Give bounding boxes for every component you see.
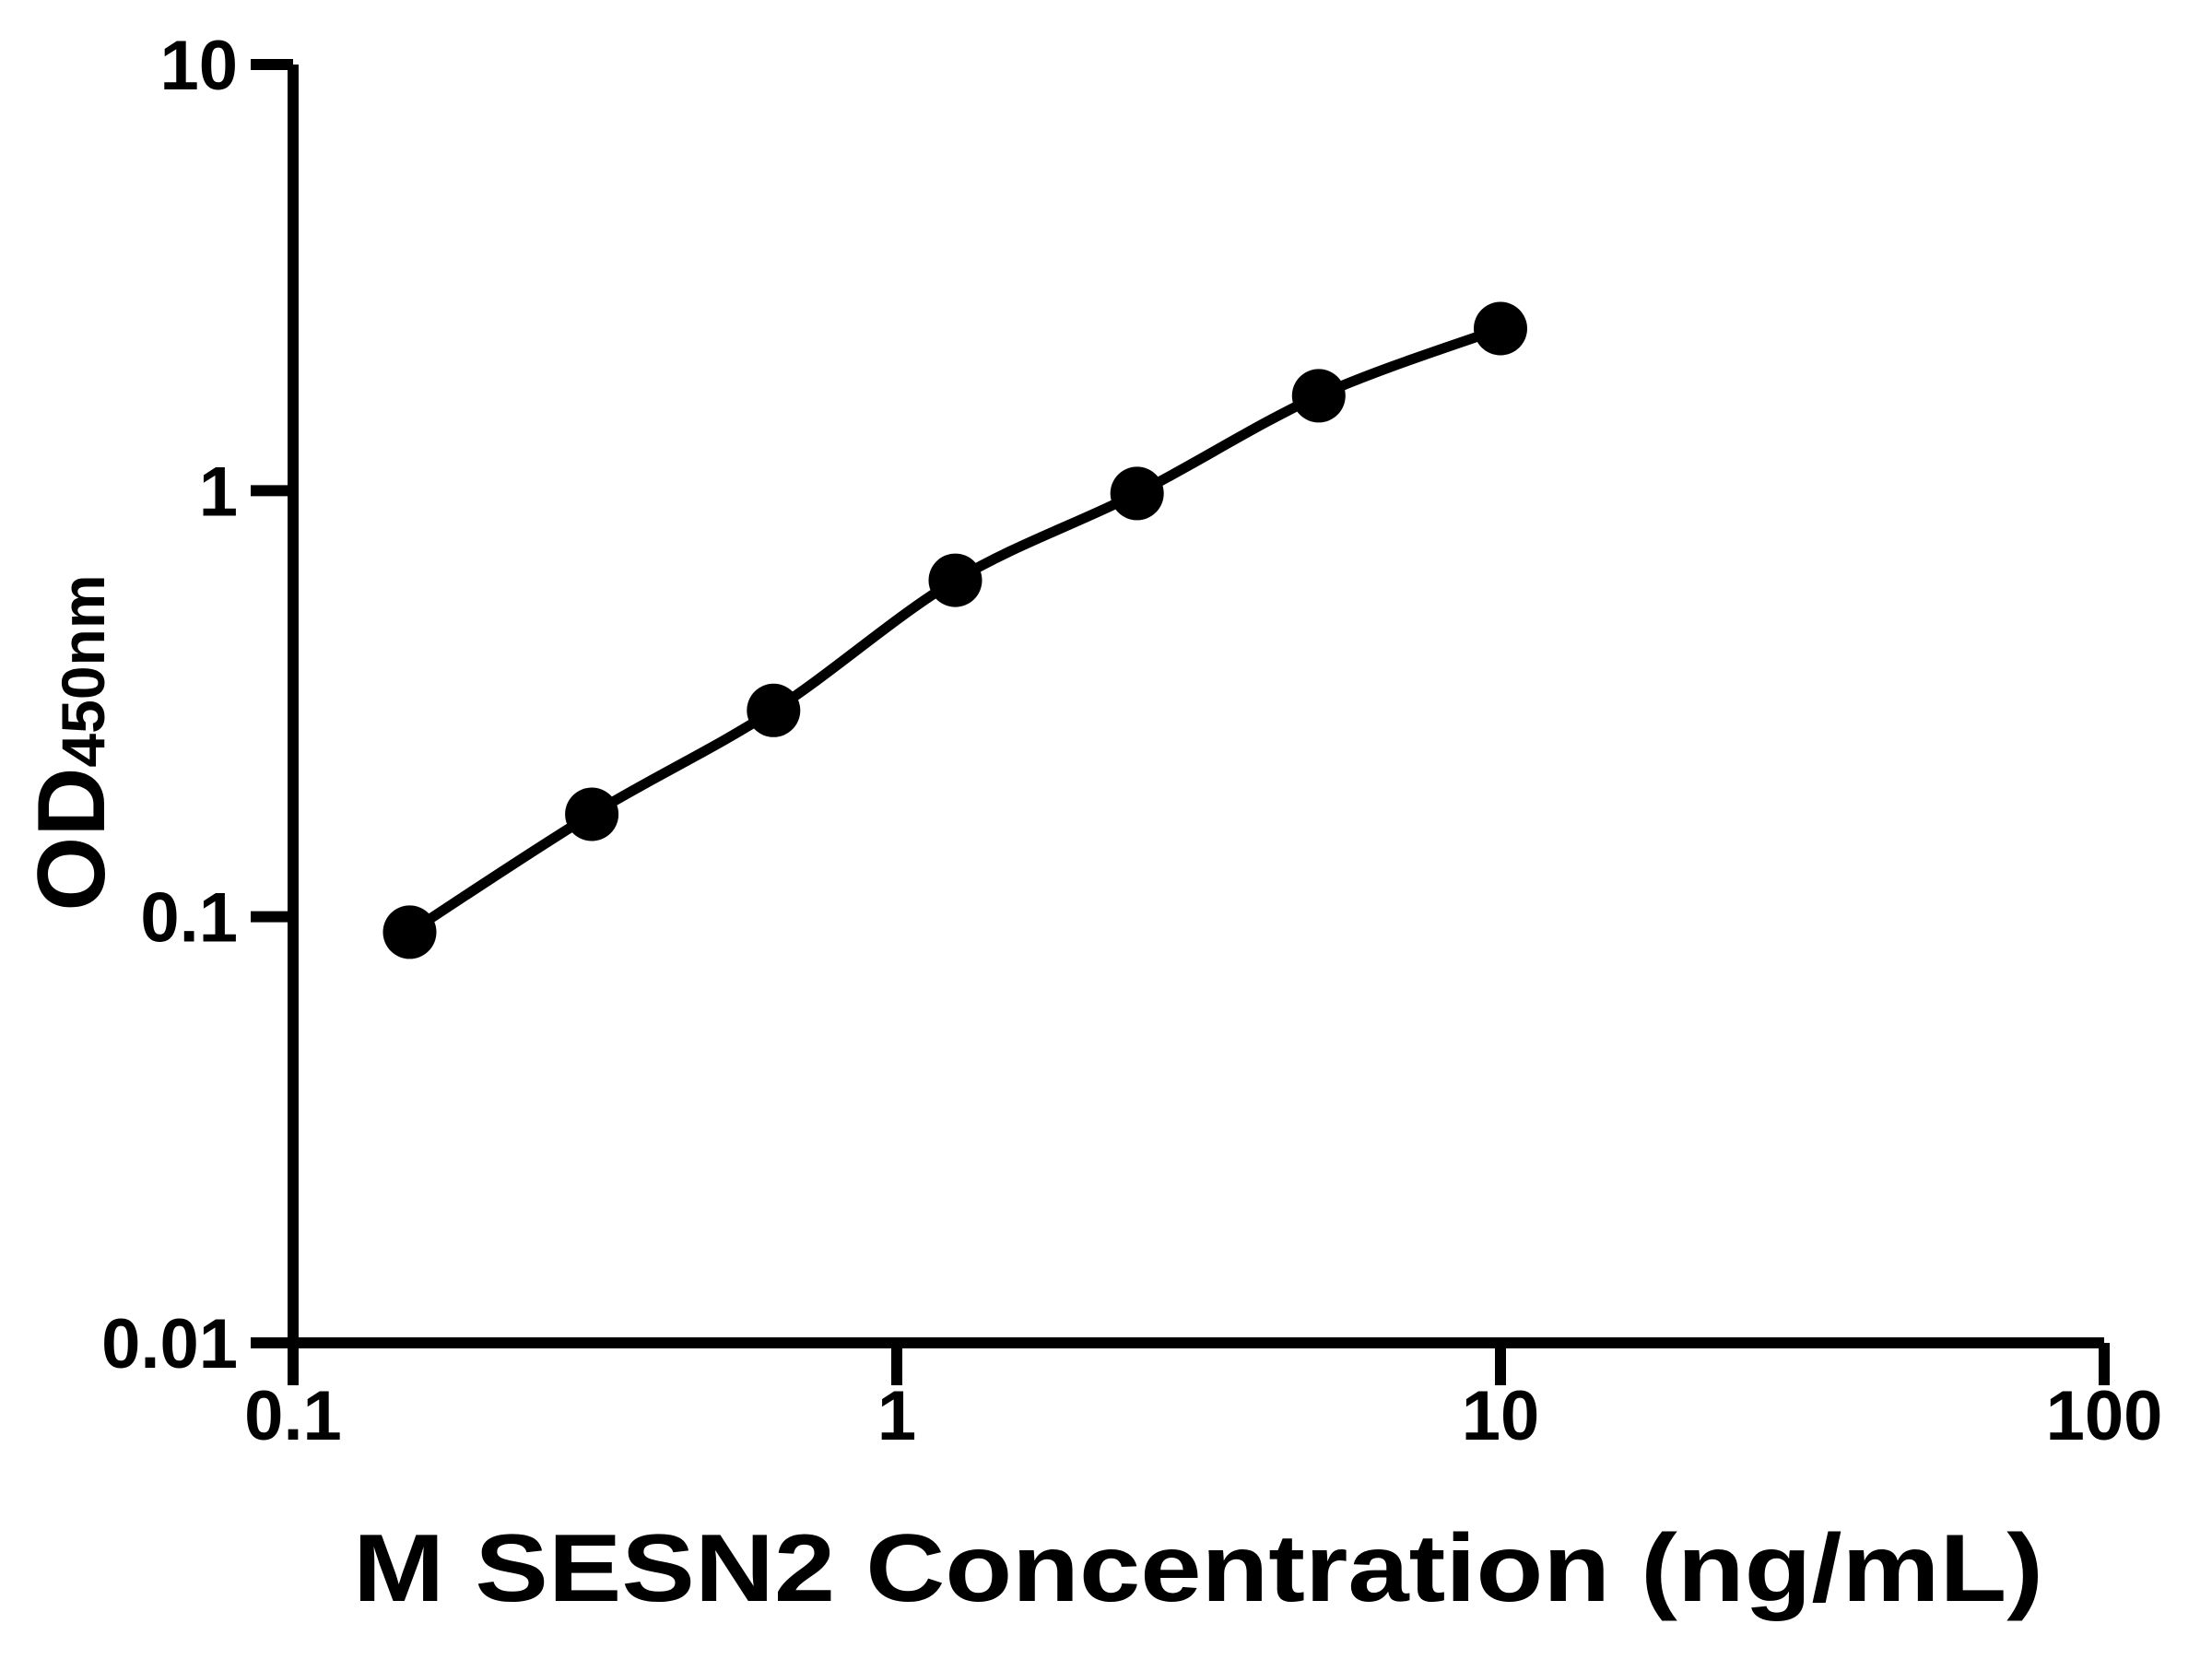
data-point-marker xyxy=(1474,301,1527,356)
y-tick-label: 0.01 xyxy=(101,1305,238,1383)
x-tick-label: 1 xyxy=(877,1377,916,1455)
y-tick-label: 1 xyxy=(199,453,238,531)
x-tick-label: 100 xyxy=(2046,1377,2163,1455)
data-point-marker xyxy=(747,683,801,737)
x-tick-label: 0.1 xyxy=(244,1377,342,1455)
data-point-marker xyxy=(1291,369,1346,423)
data-point-marker xyxy=(565,787,619,841)
y-axis-title-main: OD xyxy=(18,768,125,912)
x-axis-title: M SESN2 Concentration (ng/mL) xyxy=(353,1515,2043,1622)
y-tick-label: 10 xyxy=(159,27,238,105)
data-point-marker xyxy=(1110,466,1164,521)
y-axis-title: OD450nm xyxy=(18,574,125,911)
curve-line xyxy=(406,324,1502,937)
ticks-group xyxy=(251,59,2110,1385)
data-point-marker xyxy=(382,905,437,959)
series-group xyxy=(382,301,1527,959)
x-tick-label: 10 xyxy=(1462,1377,1540,1455)
data-point-marker xyxy=(928,553,982,607)
y-tick-label: 0.1 xyxy=(140,879,238,958)
axes-group xyxy=(288,65,2104,1385)
y-axis-title-sub: 450nm xyxy=(49,574,117,767)
